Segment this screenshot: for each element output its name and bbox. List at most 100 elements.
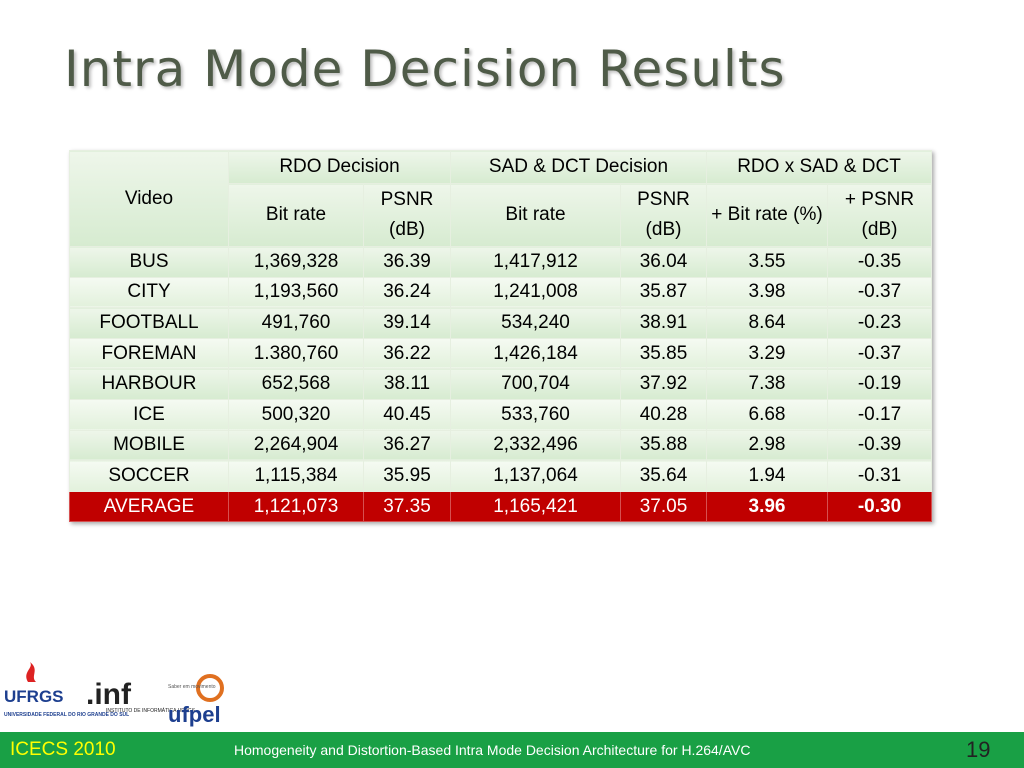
table-cell: 1,137,064 — [450, 460, 621, 492]
table-cell: 1,369,328 — [228, 246, 364, 278]
table-cell: 491,760 — [228, 307, 364, 339]
ufpel-mark — [196, 674, 224, 702]
table-cell: 36.27 — [363, 429, 451, 462]
table-cell: 36.39 — [363, 246, 451, 278]
ufpel-motto: Saber em movimento — [168, 684, 216, 690]
table-cell: 6.68 — [706, 398, 828, 431]
table-cell: -0.17 — [827, 398, 932, 431]
data-row: FOREMAN 1.380,760 36.22 1,426,184 35.85 3.29-… — [69, 337, 932, 370]
table-cell: 1,426,184 — [450, 337, 621, 370]
logos: UFRGS UNIVERSIDADE FEDERAL DO RIO GRANDE… — [4, 662, 224, 727]
table-cell: 38.11 — [363, 368, 451, 400]
table-cell: 1,115,384 — [228, 460, 364, 492]
table-cell: HARBOUR — [69, 368, 229, 400]
table-cell: SOCCER — [69, 460, 229, 492]
table-cell: 37.35 — [363, 490, 451, 523]
table-cell: AVERAGE — [69, 490, 229, 523]
table-cell: -0.23 — [827, 307, 932, 339]
table-cell: 3.29 — [706, 337, 828, 370]
table-cell: -0.39 — [827, 429, 932, 462]
table-cell: RDO x SAD & DCT — [706, 150, 932, 184]
table-cell: BUS — [69, 246, 229, 278]
table-cell: FOREMAN — [69, 337, 229, 370]
table-cell: -0.19 — [827, 368, 932, 400]
header-row: Bit rate PSNR (dB) Bit rate PSNR (dB) + Bit … — [70, 183, 932, 247]
table-cell: MOBILE — [69, 429, 229, 462]
inf-logo: .inf — [86, 678, 132, 711]
ufpel-logo: ufpel — [168, 702, 221, 727]
results-table: Video RDO Decision SAD & DCT Decision RDO x… — [69, 150, 932, 523]
table-cell: 533,760 — [450, 398, 621, 431]
table-cell: Bit rate — [450, 183, 621, 247]
table-cell: 534,240 — [450, 307, 621, 339]
table-cell: 3.98 — [706, 276, 828, 309]
ufrgs-logo: UFRGS — [4, 687, 64, 706]
table-cell: 35.87 — [620, 276, 707, 309]
table-cell: 2,332,496 — [450, 429, 621, 462]
table-cell: 1,417,912 — [450, 246, 621, 278]
inf-name: INSTITUTO DE INFORMÁTICA UFRGS — [106, 707, 196, 714]
table-cell: CITY — [69, 276, 229, 309]
table-cell: 35.95 — [363, 460, 451, 492]
table-cell: 1,241,008 — [450, 276, 621, 309]
table-cell: 36.22 — [363, 337, 451, 370]
table-cell: SAD & DCT Decision — [450, 150, 707, 184]
footer-paper-title: Homogeneity and Distortion-Based Intra M… — [234, 742, 751, 758]
table-cell: 3.55 — [706, 246, 828, 278]
table-cell: 36.04 — [620, 246, 707, 278]
table-cell: 2.98 — [706, 429, 828, 462]
data-row: CITY 1,193,560 36.24 1,241,008 35.87 3.98 -0.3… — [69, 276, 932, 309]
table-cell: 40.28 — [620, 398, 707, 431]
data-row: BUS 1,369,328 36.39 1,417,912 36.04 3.55 -0.35 — [69, 246, 932, 278]
table-cell: 39.14 — [363, 307, 451, 339]
table-cell: Video — [69, 150, 229, 247]
page-number: 19 — [966, 737, 991, 762]
table-cell: + Bit rate (%) — [706, 183, 828, 247]
ufrgs-flame — [26, 662, 36, 682]
table-cell: -0.37 — [827, 276, 932, 309]
table-cell: 35.64 — [620, 460, 707, 492]
table-cell: ICE — [69, 398, 229, 431]
table-cell: 2,264,904 — [228, 429, 364, 462]
table-cell: 1,121,073 — [228, 490, 364, 523]
data-row: ICE 500,320 40.45 533,760 40.28 6.68 -0.17 — [69, 398, 932, 431]
ufrgs-name: UNIVERSIDADE FEDERAL DO RIO GRANDE DO SU… — [4, 712, 129, 718]
table-cell: RDO Decision — [228, 150, 451, 184]
data-row: MOBILE 2,264,904 36.27 2,332,496 35.88 2.98 -0… — [69, 429, 932, 462]
table-cell: -0.37 — [827, 337, 932, 370]
data-row: FOOTBALL 491,760 39.14 534,240 38.91 8.64 -0.2… — [69, 307, 932, 339]
table-cell: 500,320 — [228, 398, 364, 431]
table-cell: 38.91 — [620, 307, 707, 339]
table-cell: -0.30 — [827, 490, 932, 523]
table-cell: 7.38 — [706, 368, 828, 400]
table-cell: 652,568 — [228, 368, 364, 400]
table-cell: 1,165,421 — [450, 490, 621, 523]
table-cell: -0.35 — [827, 246, 932, 278]
table-cell: 1,193,560 — [228, 276, 364, 309]
footer-conference: ICECS 2010 — [10, 739, 116, 760]
data-row: HARBOUR 652,568 38.11 700,704 37.92 7.38 -0.19 — [69, 368, 932, 400]
table-cell: FOOTBALL — [69, 307, 229, 339]
table-cell: -0.31 — [827, 460, 932, 492]
table-cell: 700,704 — [450, 368, 621, 400]
table-cell: 8.64 — [706, 307, 828, 339]
table-cell: + PSNR (dB) — [827, 183, 932, 247]
header-row: Video RDO Decision SAD & DCT Decision RDO x… — [69, 150, 932, 247]
table-cell: 35.85 — [620, 337, 707, 370]
table-cell: PSNR (dB) — [363, 183, 451, 247]
table-cell: 3.96 — [706, 490, 828, 523]
table-cell: 40.45 — [363, 398, 451, 431]
table-cell: Bit rate — [228, 183, 364, 247]
table-cell: 36.24 — [363, 276, 451, 309]
table-cell: 37.92 — [620, 368, 707, 400]
table-cell: 1.94 — [706, 460, 828, 492]
average-row: AVERAGE 1,121,073 37.35 1,165,421 37.05 3.96-… — [69, 490, 932, 523]
table-cell: PSNR (dB) — [620, 183, 707, 247]
data-row: SOCCER 1,115,384 35.95 1,137,064 35.64 1.94 -0… — [69, 460, 932, 492]
table-cell: 35.88 — [620, 429, 707, 462]
footer-bar: ICECS 2010 Homogeneity and Distortion-Ba… — [0, 732, 1024, 768]
table-cell: 37.05 — [620, 490, 707, 523]
slide-title: Intra Mode Decision Results — [64, 40, 786, 98]
table-cell: 1.380,760 — [228, 337, 364, 370]
